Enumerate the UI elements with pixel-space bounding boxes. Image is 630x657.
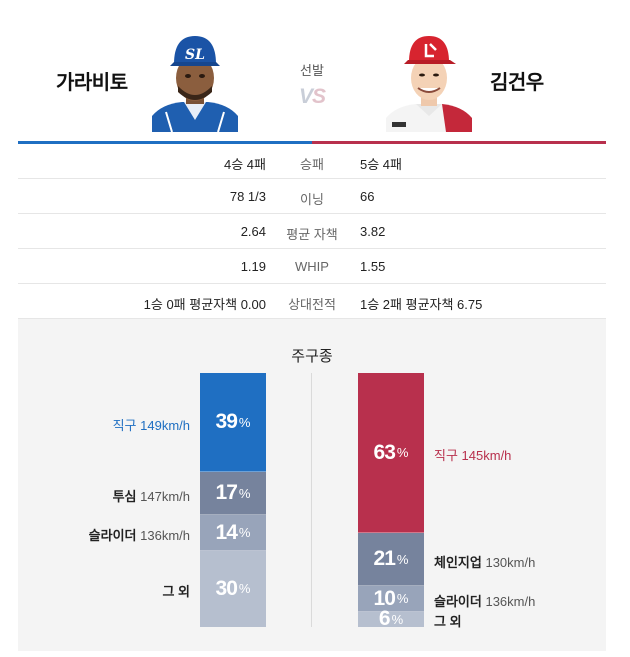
stat-left-value: 78 1/3 (229, 189, 266, 204)
stat-right-value: 5승 4패 (360, 157, 402, 172)
left-player-name[interactable]: 가라비토 (56, 72, 128, 94)
right-pitch-label: 슬라이더 136km/h (434, 591, 535, 610)
left-pitch-bar-segment: 17% (200, 472, 266, 516)
stat-right-value: 1승 2패 평균자책 6.75 (360, 297, 483, 312)
pitch-percent-symbol: % (238, 525, 251, 540)
pitch-speed: 145km/h (461, 448, 512, 463)
left-player-photo[interactable]: SL (152, 30, 238, 132)
pitch-percent-value: 63 (373, 440, 396, 464)
stat-right-value: 66 (360, 189, 375, 204)
pitch-type-name: 투심 (112, 488, 137, 504)
stat-label: 승패 (300, 157, 324, 172)
starter-label: 선발 (300, 63, 324, 78)
left-pitch-bar-segment: 39% (200, 373, 266, 473)
pitch-percent-symbol: % (391, 611, 404, 627)
pitch-percent-symbol: % (238, 485, 251, 501)
pitch-mix-section: 주구종 39% 직구 149km/h 17% 투심 147km/h 14% 슬라이더 13… (18, 319, 606, 651)
right-pitch-bar-segment: 10% (358, 586, 424, 612)
pitch-percent-value: 14 (215, 520, 238, 544)
pitch-type-name: 그 외 (434, 614, 462, 630)
pitch-percent-value: 39 (215, 410, 238, 434)
stat-row-innings: 78 1/3 이닝 66 (18, 179, 606, 214)
pitch-type-name: 직구 (434, 448, 458, 463)
pitch-type-name: 그 외 (162, 583, 190, 599)
pitch-percent-symbol: % (396, 551, 409, 567)
pitch-type-name: 슬라이더 (88, 528, 137, 544)
right-pitch-bar-segment: 21% (358, 533, 424, 587)
left-pitch-label: 투심 147km/h (113, 486, 190, 505)
left-pitch-label: 직구 149km/h (113, 415, 190, 434)
pitch-mix-title: 주구종 (291, 348, 333, 365)
stat-row-head-to-head: 1승 0패 평균자책 0.00 상대전적 1승 2패 평균자책 6.75 (18, 284, 606, 319)
stat-right-value: 3.82 (360, 224, 386, 239)
pitch-percent-value: 10 (373, 586, 396, 610)
vs-mark: VS (298, 85, 326, 108)
stat-right-value: 1.55 (360, 259, 386, 274)
stat-left-value: 1.19 (240, 259, 266, 274)
svg-text:SL: SL (185, 47, 205, 63)
vs-badge: 선발 VS (284, 60, 340, 109)
right-player-photo[interactable] (386, 30, 472, 132)
stats-table: 4승 4패 승패 5승 4패 78 1/3 이닝 66 2.64 평균 자책 3… (18, 144, 606, 319)
pitch-percent-value: 30 (215, 576, 238, 600)
pitch-divider (311, 373, 312, 627)
pitch-speed: 136km/h (140, 528, 190, 544)
pitch-percent-symbol: % (238, 581, 251, 597)
pitch-speed: 147km/h (140, 488, 190, 504)
stat-left-value: 2.64 (240, 224, 266, 239)
pitch-speed: 149km/h (140, 417, 190, 433)
stat-row-whip: 1.19 WHIP 1.55 (18, 249, 606, 284)
pitch-speed: 136km/h (485, 594, 536, 610)
pitch-percent-symbol: % (396, 591, 409, 607)
right-pitch-bar-segment: 63% (358, 373, 424, 534)
stat-left-value: 1승 0패 평균자책 0.00 (143, 297, 266, 312)
left-pitch-bar-segment: 14% (200, 515, 266, 551)
pitch-percent-symbol: % (396, 445, 409, 460)
pitch-speed: 130km/h (485, 554, 536, 570)
right-pitch-label: 체인지업 130km/h (434, 552, 535, 571)
stat-row-era: 2.64 평균 자책 3.82 (18, 214, 606, 249)
pitch-type-name: 슬라이더 (434, 594, 482, 610)
right-pitch-label: 직구 145km/h (434, 445, 511, 464)
matchup-header: 가라비토 SL 선발 VS (18, 0, 606, 145)
pitch-type-name: 직구 (112, 417, 137, 433)
left-pitch-bar-segment: 30% (200, 550, 266, 627)
stat-label: WHIP (295, 259, 329, 274)
stat-left-value: 4승 4패 (224, 157, 266, 172)
left-team-color-bar (18, 141, 312, 144)
pitch-percent-value: 21 (373, 547, 396, 571)
stat-label: 상대전적 (288, 297, 336, 312)
pitch-percent-value: 17 (215, 481, 238, 505)
pitch-type-name: 체인지업 (434, 554, 482, 570)
stat-row-record: 4승 4패 승패 5승 4패 (18, 144, 606, 179)
left-pitch-label: 슬라이더 136km/h (89, 525, 190, 544)
right-pitch-bar-segment: 6% (358, 607, 424, 630)
right-player-name[interactable]: 김건우 (490, 72, 544, 94)
pitch-percent-symbol: % (238, 414, 251, 430)
stat-label: 이닝 (300, 192, 324, 207)
right-team-color-bar (312, 141, 606, 144)
right-pitch-label: 그 외 (434, 611, 462, 630)
left-pitch-label: 그 외 (162, 581, 190, 600)
pitch-percent-value: 6 (378, 607, 391, 631)
stat-label: 평균 자책 (286, 227, 338, 242)
